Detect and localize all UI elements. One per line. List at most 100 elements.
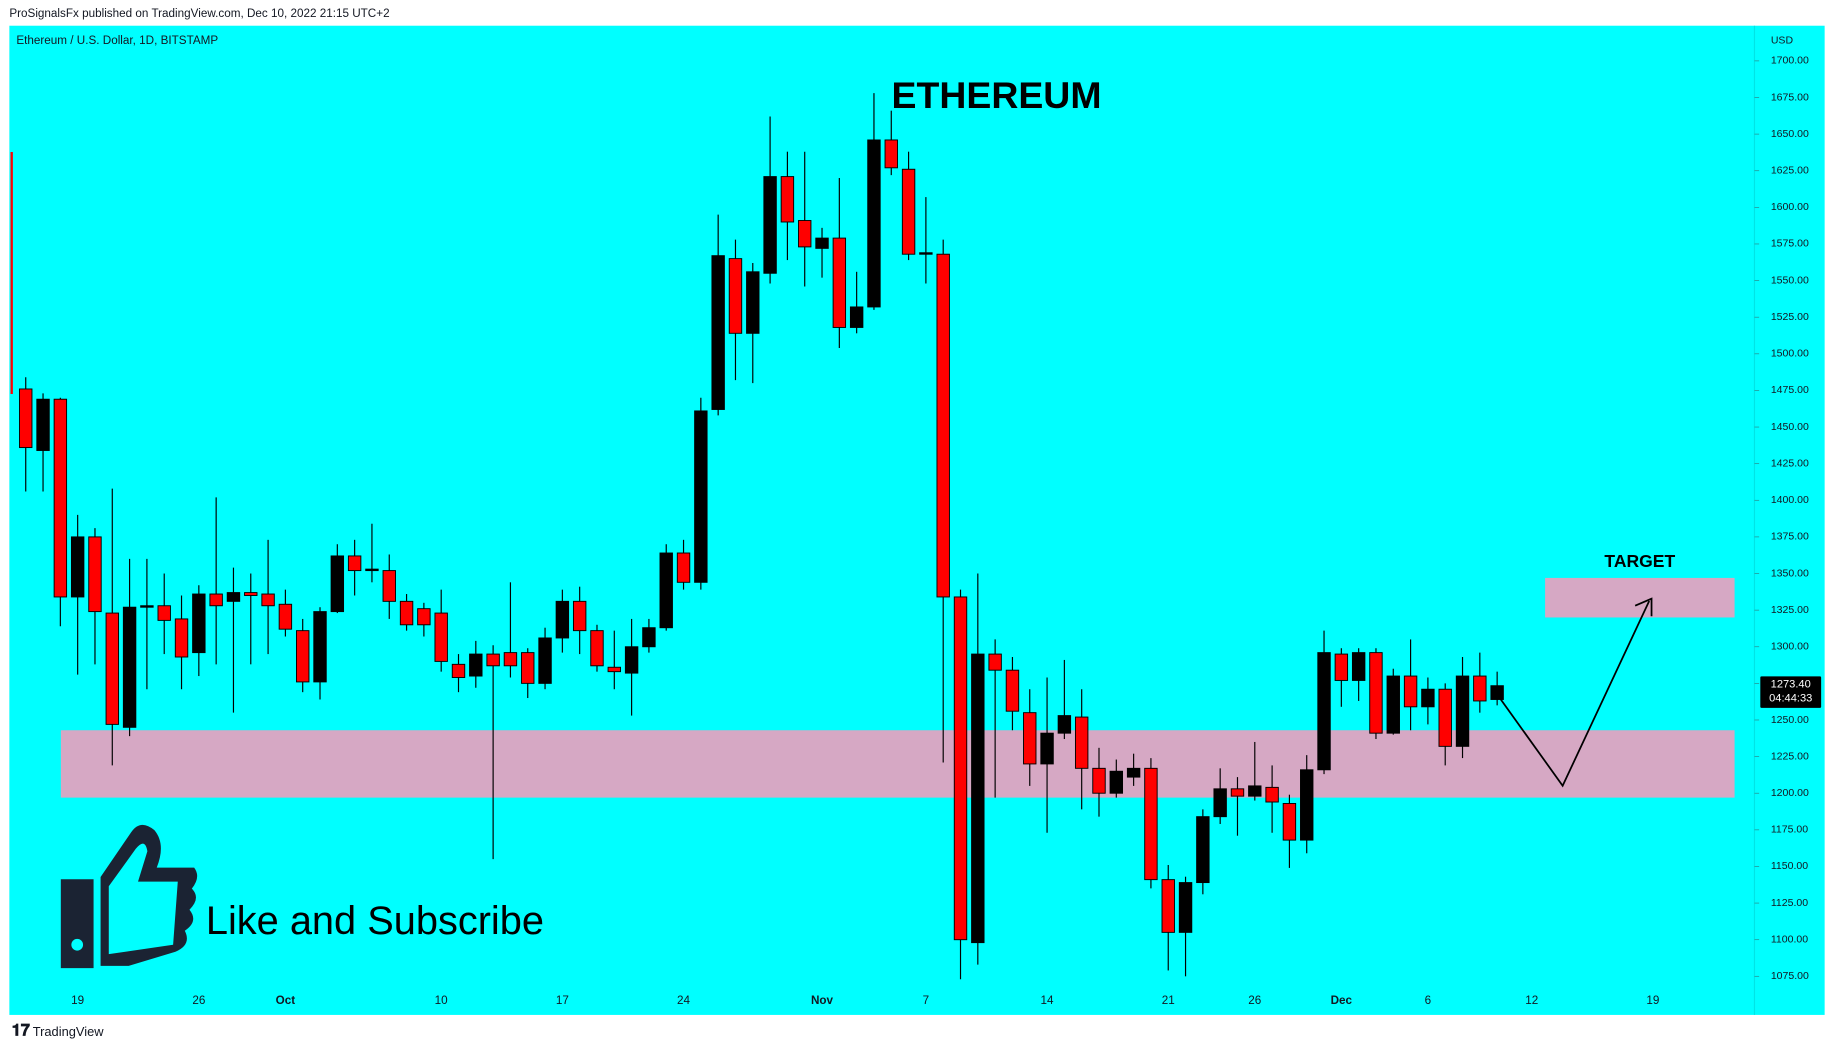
candle-body: [261, 593, 275, 607]
x-tick-label: 19: [1646, 994, 1659, 1007]
candle-body: [642, 627, 656, 648]
y-tick-label: 1125.00: [1771, 897, 1808, 909]
x-tick-label: 12: [1525, 994, 1538, 1007]
y-tick-label: 1625.00: [1771, 165, 1809, 177]
candle-body: [19, 388, 33, 449]
candle-body: [365, 568, 379, 572]
y-tick-label: 1675.00: [1771, 91, 1809, 103]
candles: [19, 93, 1504, 980]
candle-body: [1230, 788, 1245, 797]
candle-body: [1023, 712, 1037, 765]
x-tick-label: Dec: [1331, 994, 1353, 1007]
y-tick-label: 1100.00: [1771, 933, 1808, 945]
cuff-dot: [71, 938, 84, 951]
y-tick-label: 1500.00: [1771, 348, 1809, 360]
candle-body: [694, 410, 708, 583]
candle-body: [953, 596, 968, 941]
x-tick-label: 14: [1041, 994, 1055, 1007]
candle-body: [988, 653, 1002, 671]
cta: Like and Subscribe: [206, 899, 544, 943]
candle-body: [1092, 767, 1106, 794]
candle-body: [1265, 786, 1279, 803]
candle-body: [209, 593, 223, 607]
y-tick-label: 1075.00: [1771, 970, 1809, 982]
candle-body: [590, 630, 604, 667]
y-tick-label: 1650.00: [1771, 128, 1809, 140]
candle-body: [1074, 716, 1089, 769]
candle-body: [1386, 675, 1400, 734]
candle-body: [521, 652, 535, 684]
y-axis-label: USD: [1771, 35, 1794, 47]
candle-body: [1178, 882, 1193, 933]
candle-body: [1040, 732, 1054, 765]
candle-body: [1490, 685, 1504, 700]
subtitle: Ethereum / U.S. Dollar, 1D, BITSTAMP: [16, 34, 218, 47]
candle-body: [572, 600, 587, 632]
candle-body: [1317, 652, 1331, 771]
countdown: 04:44:33: [1769, 693, 1812, 705]
candle-body: [1455, 675, 1470, 747]
x-tick-label: Oct: [276, 994, 296, 1007]
candle-body: [503, 652, 518, 667]
x-tick-label: 19: [71, 994, 84, 1007]
candle-body: [659, 552, 673, 629]
thumbs-up-icon: [60, 824, 198, 969]
candle-body: [1438, 688, 1452, 747]
x-tick-label: 17: [556, 994, 569, 1007]
y-tick-label: 1250.00: [1771, 714, 1809, 726]
candle-body: [780, 176, 795, 223]
candle-body: [607, 666, 621, 673]
candle-body: [347, 555, 362, 572]
candle-body: [1248, 785, 1262, 797]
candle-body: [815, 237, 829, 249]
candle-body: [174, 618, 189, 658]
candle-body: [296, 630, 310, 683]
footer: TradingView: [33, 1024, 104, 1039]
last-price-tag: [1760, 676, 1822, 708]
candle-body: [676, 552, 691, 583]
candle-body: [1334, 653, 1349, 681]
y-tick-label: 1400.00: [1771, 494, 1809, 506]
candle-body: [919, 252, 933, 255]
arrow-head: [1634, 597, 1653, 617]
footer-logo: 𝟏𝟕: [12, 1022, 30, 1040]
candle-body: [728, 258, 743, 334]
candle-body: [1473, 675, 1487, 702]
candle-body: [832, 237, 847, 328]
candle-body: [226, 592, 241, 602]
candle-body: [849, 306, 864, 328]
candle-body: [901, 168, 916, 255]
candle-body: [1005, 669, 1020, 712]
y-tick-label: 1200.00: [1771, 787, 1809, 799]
candle-body: [469, 653, 483, 677]
x-tick-label: 24: [677, 994, 691, 1007]
candle-body: [1196, 816, 1210, 884]
candle-body: [382, 570, 396, 602]
x-tick-label: Nov: [811, 994, 834, 1007]
candle-body: [1282, 803, 1297, 841]
x-tick-label: 10: [435, 994, 449, 1007]
candle-body: [1161, 879, 1175, 933]
candle-body: [157, 605, 171, 621]
candle-body: [555, 600, 570, 639]
x-tick-label: 26: [1248, 994, 1261, 1007]
candle-body: [763, 176, 777, 274]
candle-body: [1403, 675, 1418, 708]
candle-body: [1144, 767, 1158, 881]
candle-body: [538, 637, 552, 684]
candle-body: [244, 592, 258, 596]
candle-body: [1057, 715, 1072, 734]
x-tick-label: 6: [1425, 994, 1432, 1007]
candle-body: [122, 606, 137, 728]
y-tick-label: 1425.00: [1771, 457, 1809, 469]
candle-body: [330, 555, 345, 613]
thumb-cuff: [60, 879, 94, 969]
candle-body: [36, 398, 50, 451]
y-tick-label: 1375.00: [1771, 531, 1809, 543]
y-tick-label: 1300.00: [1771, 641, 1809, 653]
y-tick-label: 1475.00: [1771, 384, 1809, 396]
thumb-inner: [108, 843, 178, 955]
candle-body: [746, 271, 760, 334]
y-tick-label: 1600.00: [1771, 201, 1809, 213]
